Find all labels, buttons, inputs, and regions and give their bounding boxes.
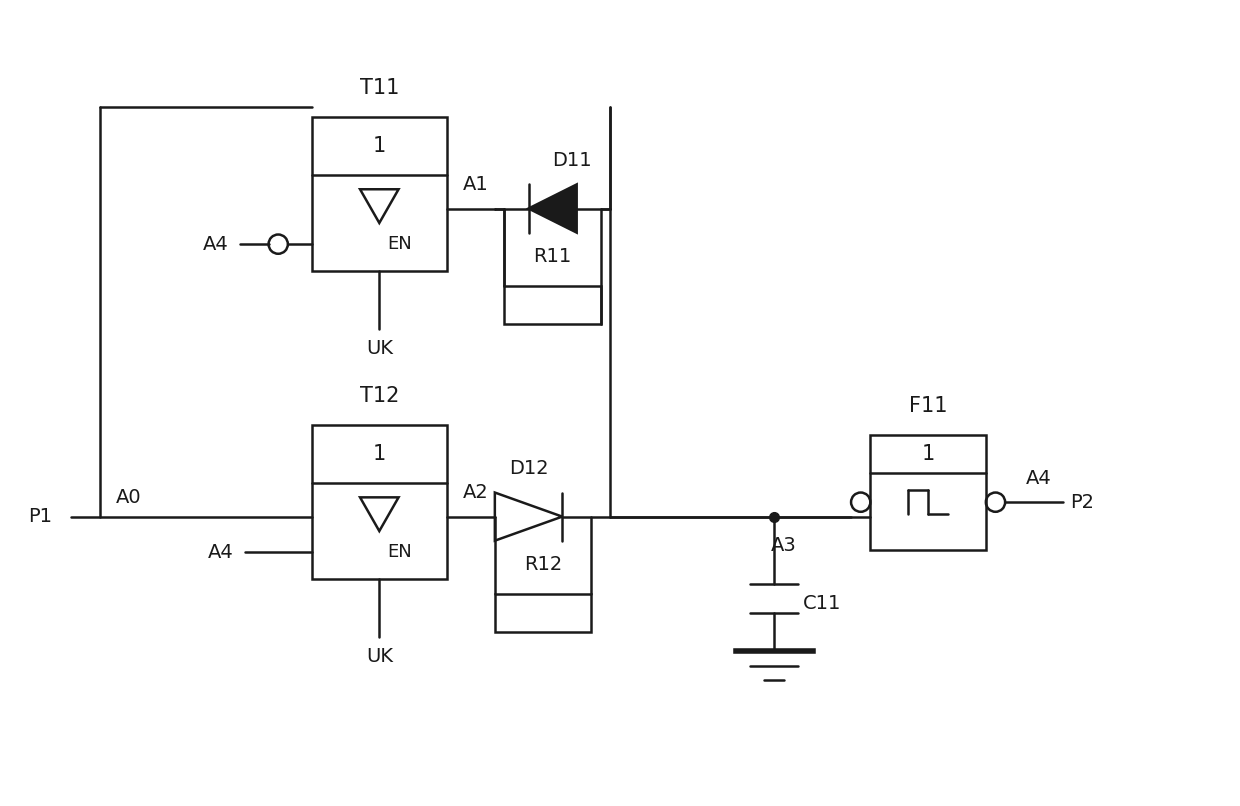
Bar [870,434,986,550]
Text: UK: UK [366,339,393,358]
Polygon shape [528,185,577,233]
Text: 1: 1 [921,444,935,464]
Text: T12: T12 [360,386,399,406]
Bar [495,594,591,632]
Text: D12: D12 [508,459,548,478]
Text: EN: EN [387,235,412,253]
Text: C11: C11 [804,594,842,613]
Text: 1: 1 [373,136,386,156]
Text: R12: R12 [523,555,562,574]
Text: F11: F11 [909,396,947,416]
Text: A1: A1 [463,175,489,194]
Text: 1: 1 [373,444,386,464]
Text: A3: A3 [771,536,796,555]
Bar [312,117,446,271]
Text: A4: A4 [207,542,233,562]
Bar [312,425,446,580]
Text: EN: EN [387,543,412,561]
Text: A0: A0 [117,488,141,507]
Text: P1: P1 [29,507,52,526]
Text: A4: A4 [203,235,228,254]
Text: P2: P2 [1070,492,1094,512]
Bar [505,285,600,324]
Text: A2: A2 [463,483,489,502]
Text: A4: A4 [1025,468,1052,488]
Text: R11: R11 [533,247,572,266]
Text: T11: T11 [360,78,399,98]
Text: D11: D11 [552,151,591,170]
Text: UK: UK [366,646,393,666]
